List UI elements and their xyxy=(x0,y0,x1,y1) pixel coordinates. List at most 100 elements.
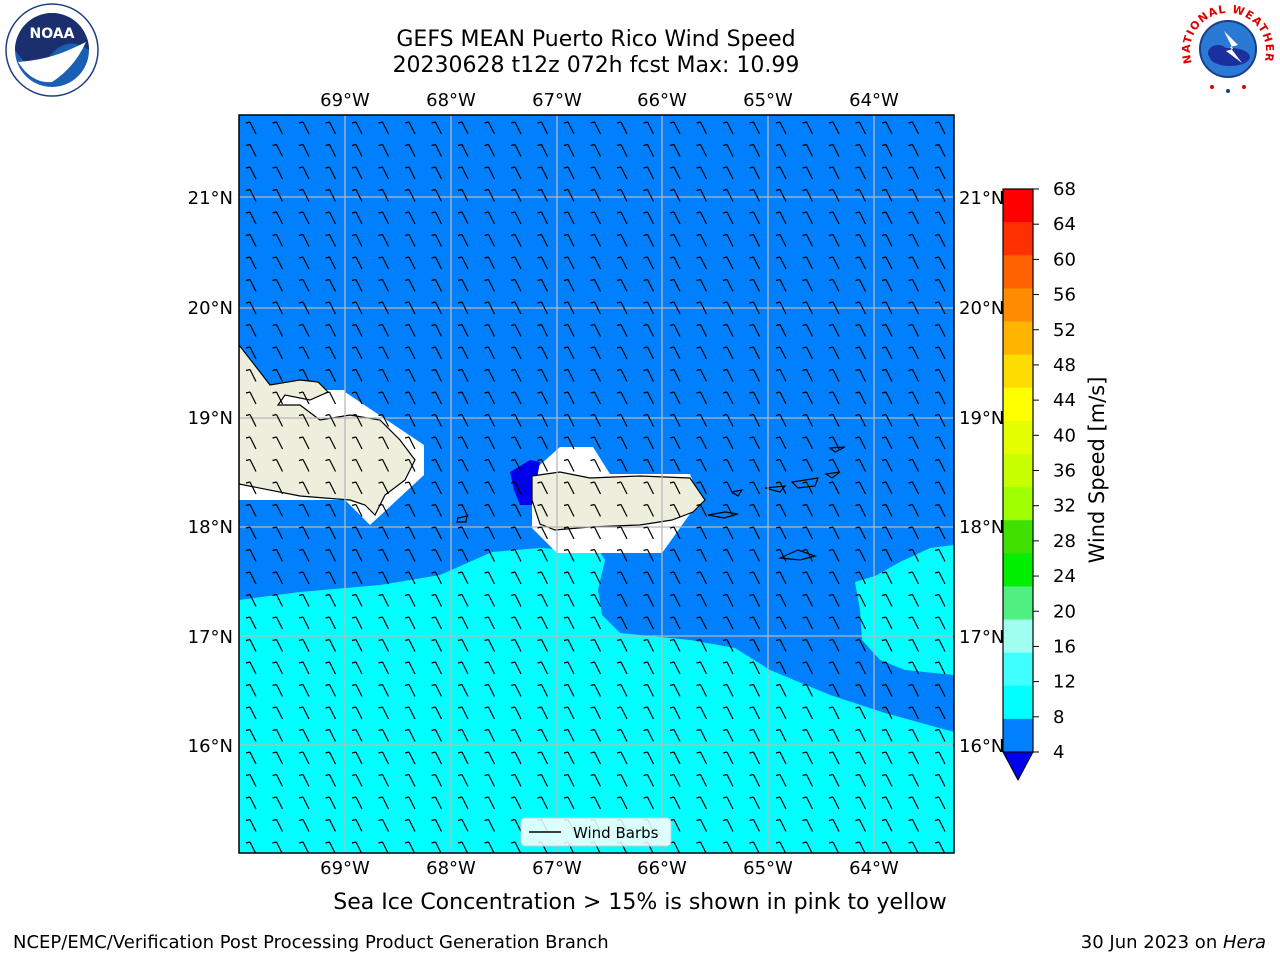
wind-barb xyxy=(510,773,522,787)
wind-barb xyxy=(828,436,840,450)
wind-barb xyxy=(722,818,734,832)
wind-barb xyxy=(378,661,390,675)
noaa-logo-text: NOAA xyxy=(30,26,75,42)
wind-barb xyxy=(537,661,549,675)
vieques-island xyxy=(707,511,739,519)
wind-barb xyxy=(696,638,708,652)
wind-barb xyxy=(245,256,257,270)
wind-barb xyxy=(457,346,469,360)
wind-barb xyxy=(802,818,814,832)
wind-barb xyxy=(802,458,814,472)
colorbar-segment xyxy=(1003,619,1033,654)
wind-barb xyxy=(351,278,363,292)
wind-barb xyxy=(298,571,310,585)
wind-barb xyxy=(616,638,628,652)
wind-barb xyxy=(855,188,867,202)
wind-barb xyxy=(272,751,284,765)
wind-barb xyxy=(881,368,893,382)
wind-barb xyxy=(802,413,814,427)
wind-barb xyxy=(855,121,867,135)
wind-barb xyxy=(272,683,284,697)
wind-barb xyxy=(722,368,734,382)
wind-barb xyxy=(616,413,628,427)
wind-barb xyxy=(510,256,522,270)
wind-barb xyxy=(510,818,522,832)
wind-barb xyxy=(272,796,284,810)
wind-barb xyxy=(404,548,416,562)
wind-barb xyxy=(881,278,893,292)
wind-barb xyxy=(563,233,575,247)
wind-barb xyxy=(245,841,257,853)
wind-barb xyxy=(643,323,655,337)
wind-barb xyxy=(457,458,469,472)
wind-barb xyxy=(802,526,814,540)
wind-barb xyxy=(802,773,814,787)
wind-barb xyxy=(722,278,734,292)
wind-barb xyxy=(722,773,734,787)
wind-barb xyxy=(855,301,867,315)
wind-barb xyxy=(802,143,814,157)
wind-barb xyxy=(722,233,734,247)
wind-barb xyxy=(775,413,787,427)
wind-barb xyxy=(802,841,813,853)
wind-barb xyxy=(272,481,284,495)
wind-barb xyxy=(696,368,708,382)
wind-barb xyxy=(404,323,416,337)
wind-barb xyxy=(775,323,787,337)
wind-barb xyxy=(881,773,893,787)
wind-barb xyxy=(643,256,655,270)
wind-barb xyxy=(272,256,284,270)
wind-barb xyxy=(643,728,655,742)
wind-barb xyxy=(537,301,549,315)
wind-barb xyxy=(934,233,946,247)
wind-barb xyxy=(749,616,761,630)
wind-barb xyxy=(272,188,284,202)
wind-barb xyxy=(775,571,787,585)
wind-barb xyxy=(669,368,681,382)
wind-barb xyxy=(537,481,549,495)
wind-barb xyxy=(404,368,416,382)
wind-barb xyxy=(245,796,257,810)
wind-barb xyxy=(828,841,840,853)
wind-barb xyxy=(669,503,681,517)
wind-barb xyxy=(272,143,284,157)
wind-barb xyxy=(457,211,469,225)
wind-barb xyxy=(855,481,867,495)
wind-barb xyxy=(325,773,337,787)
wind-barb xyxy=(272,503,284,517)
wind-barb xyxy=(537,616,549,630)
wind-barb xyxy=(325,391,337,405)
lat-label-left: 20°N xyxy=(188,298,233,319)
wind-barb xyxy=(298,706,310,720)
wind-barb xyxy=(378,391,390,405)
wind-barb xyxy=(378,256,390,270)
wind-barb xyxy=(775,368,787,382)
wind-barb xyxy=(298,548,310,562)
wind-barb xyxy=(881,481,893,495)
wind-barb xyxy=(272,233,284,247)
wind-barb xyxy=(669,661,681,675)
wind-barb xyxy=(749,481,761,495)
wind-barb xyxy=(722,728,734,742)
wind-barb xyxy=(749,751,761,765)
wind-barb xyxy=(908,796,920,810)
wind-barb xyxy=(431,188,443,202)
wind-barb xyxy=(537,166,549,180)
wind-barb xyxy=(775,233,787,247)
wind-barb xyxy=(325,166,337,180)
wind-barb xyxy=(934,841,946,853)
wind-barb xyxy=(828,548,840,562)
lat-label-left: 21°N xyxy=(188,188,233,209)
wind-barb xyxy=(404,526,416,540)
wind-barb xyxy=(696,751,708,765)
wind-barb xyxy=(828,121,840,135)
wind-barb xyxy=(696,683,708,697)
wind-barb xyxy=(563,211,575,225)
wind-barb xyxy=(404,256,416,270)
wind-barbs xyxy=(245,121,946,853)
wind-barb xyxy=(855,616,867,630)
wind-barb xyxy=(828,751,840,765)
wind-barb xyxy=(431,278,443,292)
wind-barb xyxy=(881,638,893,652)
